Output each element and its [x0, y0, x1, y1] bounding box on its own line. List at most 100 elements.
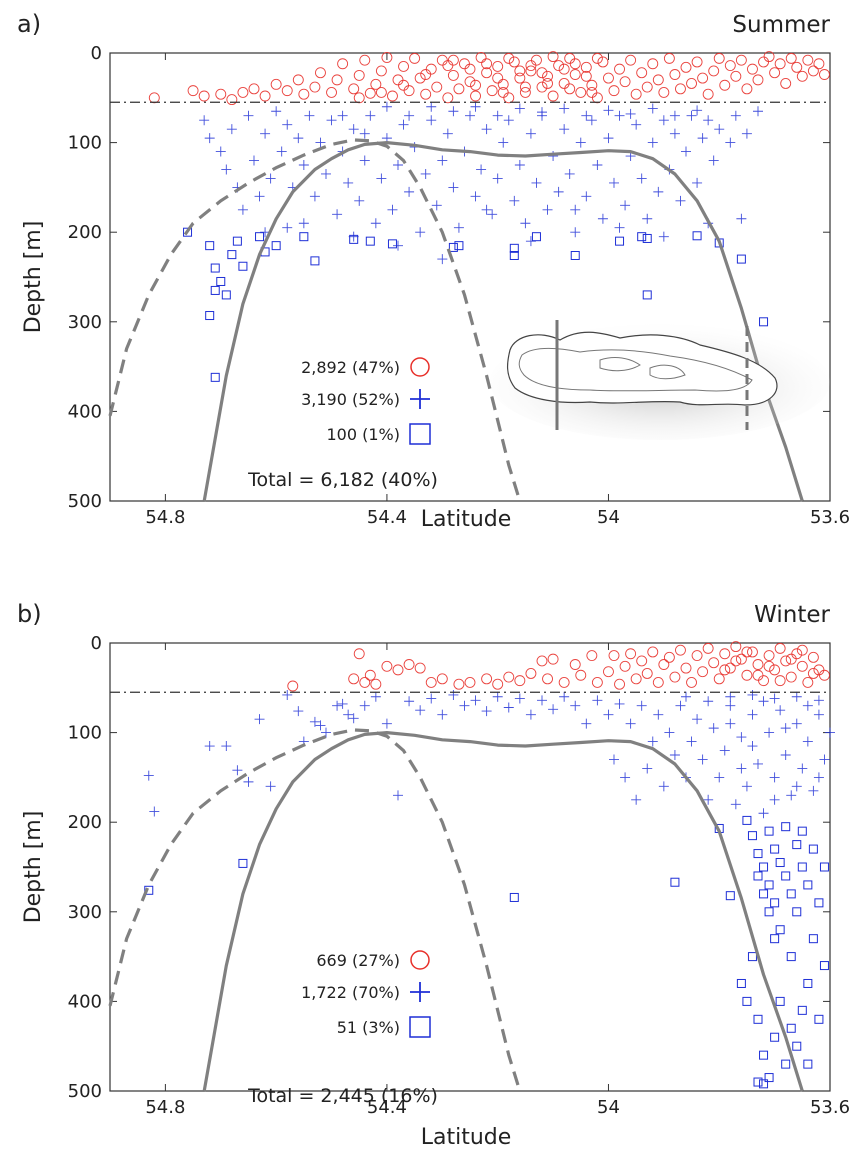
data-point-circle [542, 78, 553, 89]
data-point-circle [769, 67, 781, 79]
data-point-plus [753, 758, 763, 769]
data-point-circle [652, 676, 664, 688]
data-point-square [747, 831, 757, 841]
data-point-circle [774, 675, 786, 687]
data-point-plus [470, 191, 481, 202]
data-point-circle [375, 65, 387, 77]
data-point-circle [669, 69, 681, 80]
data-point-plus [393, 790, 403, 801]
data-point-circle [614, 63, 625, 75]
data-point-plus [293, 706, 304, 717]
data-point-circle [436, 54, 448, 66]
data-point-plus [764, 727, 775, 738]
data-point-plus [692, 177, 703, 188]
data-point-circle [758, 56, 769, 68]
data-point-square [770, 1032, 780, 1042]
x-tick-label: 54 [597, 507, 620, 528]
data-point-circle [431, 81, 443, 93]
data-point-square [764, 1073, 774, 1083]
data-point-circle [442, 92, 454, 104]
data-point-square [753, 849, 763, 859]
data-point-plus [570, 227, 581, 238]
data-point-circle [625, 54, 637, 66]
data-point-plus [243, 110, 254, 121]
data-point-circle [802, 676, 814, 688]
data-point-plus [675, 195, 686, 206]
data-point-plus [143, 770, 154, 781]
data-point-circle [807, 65, 819, 77]
data-point-circle [647, 646, 659, 658]
legend-marker-plus [410, 389, 430, 409]
data-point-circle [547, 90, 559, 102]
data-point-circle [663, 52, 675, 64]
data-point-circle [442, 60, 454, 71]
data-point-plus [437, 155, 448, 166]
data-point-square [786, 889, 796, 899]
x-tick-label: 54 [597, 1097, 620, 1118]
data-point-circle [591, 92, 603, 104]
data-point-circle [492, 678, 504, 690]
data-point-circle [447, 54, 459, 66]
data-point-circle [148, 92, 160, 104]
data-point-plus [393, 160, 403, 170]
data-point-plus [597, 213, 608, 224]
data-point-square [797, 862, 807, 872]
y-tick-label: 0 [91, 43, 102, 64]
data-point-plus [326, 115, 337, 126]
data-point-plus [481, 706, 492, 717]
data-point-circle [669, 671, 681, 683]
data-point-circle [531, 54, 542, 66]
data-point-circle [680, 61, 692, 73]
data-point-plus [487, 209, 498, 220]
data-point-circle [370, 78, 382, 90]
y-tick-label: 200 [68, 222, 102, 243]
data-point-plus [470, 101, 481, 112]
data-point-square [786, 1023, 796, 1033]
data-point-plus [609, 754, 619, 765]
season-title: Winter [754, 602, 830, 628]
inset-map [490, 320, 830, 440]
data-point-circle [392, 664, 404, 676]
data-point-plus [703, 696, 714, 707]
data-point-plus [398, 119, 409, 130]
data-point-circle [686, 676, 697, 688]
data-point-circle [564, 83, 576, 95]
data-point-circle [686, 78, 697, 89]
data-point-plus [747, 741, 758, 752]
data-point-circle [464, 63, 476, 75]
data-point-plus [697, 133, 708, 144]
data-point-square [803, 880, 813, 890]
data-point-circle [580, 70, 592, 82]
data-point-plus [686, 736, 697, 747]
data-point-circle [569, 659, 581, 670]
data-point-plus [315, 137, 326, 148]
data-point-circle [796, 70, 808, 82]
data-point-plus [348, 124, 359, 135]
data-point-circle [481, 673, 493, 685]
data-point-plus [498, 137, 509, 148]
data-point-plus [282, 119, 293, 130]
data-point-circle [752, 659, 764, 670]
data-point-plus [426, 115, 437, 126]
data-point-plus [797, 763, 808, 774]
data-point-circle [597, 56, 609, 68]
data-point-plus [359, 700, 370, 711]
data-point-plus [470, 695, 481, 706]
data-point-plus [448, 106, 459, 117]
data-point-plus [669, 110, 680, 121]
data-point-plus [697, 754, 708, 765]
data-point-plus [780, 723, 791, 734]
data-point-circle [586, 650, 598, 661]
data-point-plus [747, 709, 758, 720]
data-point-circle [309, 81, 321, 93]
data-point-plus [581, 110, 592, 121]
legend-label-circles: 2,892 (47%) [301, 358, 400, 377]
data-point-plus [531, 177, 542, 188]
data-point-plus [791, 781, 802, 792]
data-point-circle [658, 86, 670, 98]
data-point-plus [354, 195, 365, 206]
data-point-plus [415, 705, 426, 716]
data-point-square [814, 898, 824, 908]
data-point-circle [420, 69, 432, 80]
